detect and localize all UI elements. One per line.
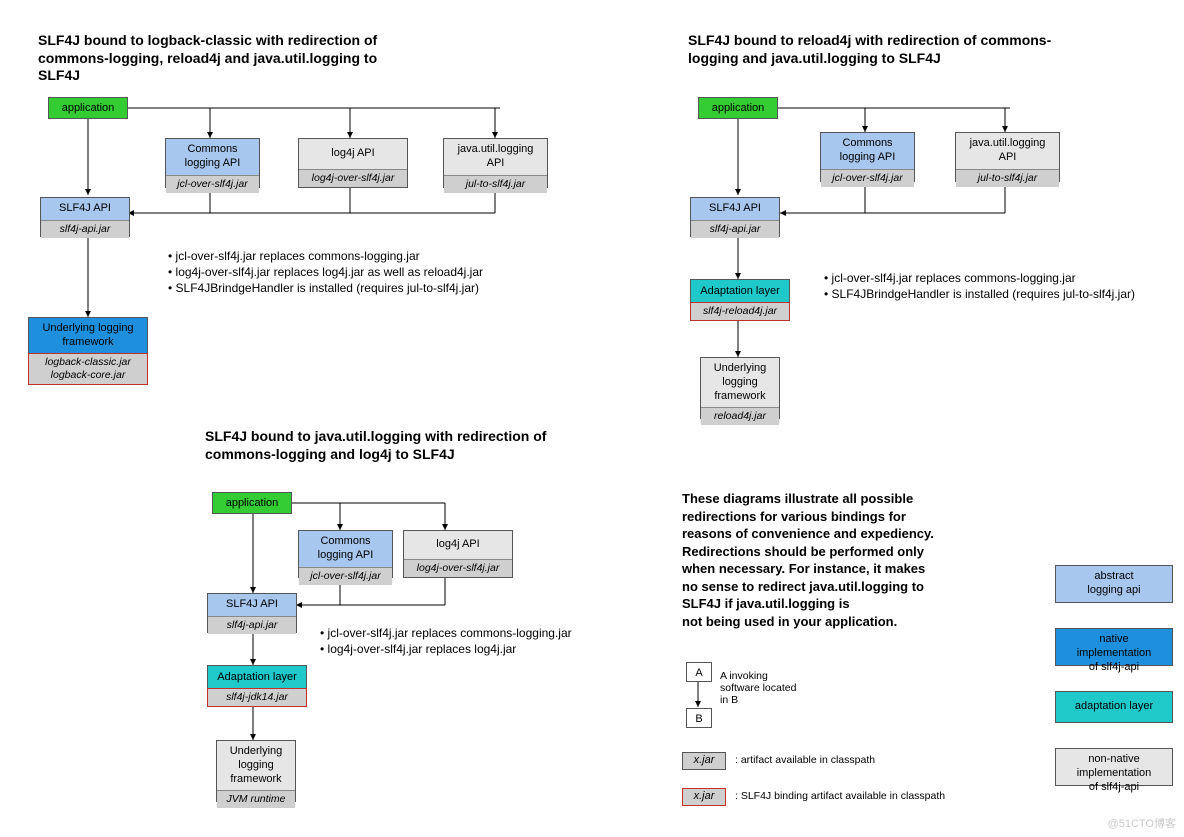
legend-invoking: A invoking software located in B: [720, 670, 796, 706]
legend-xjar-grey-label: x.jar: [683, 753, 725, 769]
legend-abstract: abstract logging api: [1055, 565, 1173, 603]
d1-jul-label: java.util.logging API: [444, 139, 547, 175]
legend-B-label: B: [687, 709, 711, 731]
d1-commons-label: Commons logging API: [166, 139, 259, 175]
watermark: @51CTO博客: [1108, 815, 1176, 831]
d3-slf4j-label: SLF4J API: [691, 198, 779, 220]
legend-nonnative-label: non-native implementation of slf4j-api: [1056, 749, 1172, 798]
d3-slf4j: SLF4J API slf4j-api.jar: [690, 197, 780, 237]
d1-log4j-jar: log4j-over-slf4j.jar: [299, 169, 407, 187]
d3-jul-jar: jul-to-slf4j.jar: [956, 169, 1059, 187]
d2-slf4j-jar: slf4j-api.jar: [208, 616, 296, 634]
d1-slf4j-jar: slf4j-api.jar: [41, 220, 129, 238]
d1-log4j: log4j API log4j-over-slf4j.jar: [298, 138, 408, 188]
d3-title: SLF4J bound to reload4j with redirection…: [688, 32, 1068, 67]
legend-adaptation: adaptation layer: [1055, 691, 1173, 723]
d3-application-label: application: [699, 98, 777, 120]
edges-layer: [0, 0, 1184, 837]
legend-B: B: [686, 708, 712, 728]
d3-underlying: Underlying logging framework reload4j.ja…: [700, 357, 780, 419]
d2-slf4j: SLF4J API slf4j-api.jar: [207, 593, 297, 633]
explanatory-paragraph: These diagrams illustrate all possible r…: [682, 490, 1012, 630]
d3-underlying-jar: reload4j.jar: [701, 407, 779, 425]
legend-native: native implementation of slf4j-api: [1055, 628, 1173, 666]
d2-commons-jar: jcl-over-slf4j.jar: [299, 567, 392, 585]
d3-adaptation-jar: slf4j-reload4j.jar: [690, 302, 790, 321]
d3-slf4j-jar: slf4j-api.jar: [691, 220, 779, 238]
d2-commons: Commons logging API jcl-over-slf4j.jar: [298, 530, 393, 578]
d1-application-label: application: [49, 98, 127, 120]
d1-slf4j: SLF4J API slf4j-api.jar: [40, 197, 130, 237]
legend-adaptation-label: adaptation layer: [1056, 692, 1172, 722]
d3-adaptation-label: Adaptation layer: [691, 280, 789, 303]
d1-notes: jcl-over-slf4j.jar replaces commons-logg…: [168, 248, 588, 297]
d2-underlying-label: Underlying logging framework: [217, 741, 295, 790]
d1-application: application: [48, 97, 128, 119]
d1-underlying-label: Underlying logging framework: [29, 318, 147, 354]
legend-nonnative: non-native implementation of slf4j-api: [1055, 748, 1173, 786]
d1-jul-jar: jul-to-slf4j.jar: [444, 175, 547, 193]
d3-commons-label: Commons logging API: [821, 133, 914, 169]
d2-log4j-jar: log4j-over-slf4j.jar: [404, 559, 512, 577]
legend-abstract-label: abstract logging api: [1056, 566, 1172, 602]
d2-note1: jcl-over-slf4j.jar replaces commons-logg…: [320, 625, 660, 641]
d2-adaptation-label: Adaptation layer: [208, 666, 306, 689]
d2-notes: jcl-over-slf4j.jar replaces commons-logg…: [320, 625, 660, 657]
d3-jul: java.util.logging API jul-to-slf4j.jar: [955, 132, 1060, 182]
diagram-canvas: SLF4J bound to logback-classic with redi…: [0, 0, 1184, 837]
legend-artifact: : artifact available in classpath: [735, 754, 875, 766]
d1-note1: jcl-over-slf4j.jar replaces commons-logg…: [168, 248, 588, 264]
d1-log4j-label: log4j API: [299, 139, 407, 169]
d2-slf4j-label: SLF4J API: [208, 594, 296, 616]
legend-binding: : SLF4J binding artifact available in cl…: [735, 790, 945, 802]
legend-A-label: A: [687, 663, 711, 685]
d3-adaptation: Adaptation layer slf4j-reload4j.jar: [690, 279, 790, 321]
d3-note1: jcl-over-slf4j.jar replaces commons-logg…: [824, 270, 1184, 286]
d2-title: SLF4J bound to java.util.logging with re…: [205, 428, 585, 463]
d3-note2: SLF4JBrindgeHandler is installed (requir…: [824, 286, 1184, 302]
d1-underlying-jar: logback-classic.jar logback-core.jar: [28, 353, 148, 385]
d2-underlying: Underlying logging framework JVM runtime: [216, 740, 296, 802]
d1-note3: SLF4JBrindgeHandler is installed (requir…: [168, 280, 588, 296]
d2-log4j-label: log4j API: [404, 531, 512, 559]
d1-jul: java.util.logging API jul-to-slf4j.jar: [443, 138, 548, 188]
legend-A: A: [686, 662, 712, 682]
d1-underlying: Underlying logging framework logback-cla…: [28, 317, 148, 379]
d2-application: application: [212, 492, 292, 514]
legend-native-label: native implementation of slf4j-api: [1056, 629, 1172, 678]
d3-notes: jcl-over-slf4j.jar replaces commons-logg…: [824, 270, 1184, 302]
d3-application: application: [698, 97, 778, 119]
d2-underlying-jar: JVM runtime: [217, 790, 295, 808]
d3-commons: Commons logging API jcl-over-slf4j.jar: [820, 132, 915, 182]
d1-note2: log4j-over-slf4j.jar replaces log4j.jar …: [168, 264, 588, 280]
d1-commons-jar: jcl-over-slf4j.jar: [166, 175, 259, 193]
d3-jul-label: java.util.logging API: [956, 133, 1059, 169]
d2-adaptation: Adaptation layer slf4j-jdk14.jar: [207, 665, 307, 707]
d1-title: SLF4J bound to logback-classic with redi…: [38, 32, 418, 85]
d2-note2: log4j-over-slf4j.jar replaces log4j.jar: [320, 641, 660, 657]
d1-commons: Commons logging API jcl-over-slf4j.jar: [165, 138, 260, 188]
legend-xjar-red-label: x.jar: [683, 789, 725, 805]
legend-xjar-grey: x.jar: [682, 752, 726, 770]
d3-underlying-label: Underlying logging framework: [701, 358, 779, 407]
d1-slf4j-label: SLF4J API: [41, 198, 129, 220]
d2-application-label: application: [213, 493, 291, 515]
d2-commons-label: Commons logging API: [299, 531, 392, 567]
d2-adaptation-jar: slf4j-jdk14.jar: [207, 688, 307, 707]
legend-xjar-red: x.jar: [682, 788, 726, 806]
d2-log4j: log4j API log4j-over-slf4j.jar: [403, 530, 513, 578]
d3-commons-jar: jcl-over-slf4j.jar: [821, 169, 914, 187]
